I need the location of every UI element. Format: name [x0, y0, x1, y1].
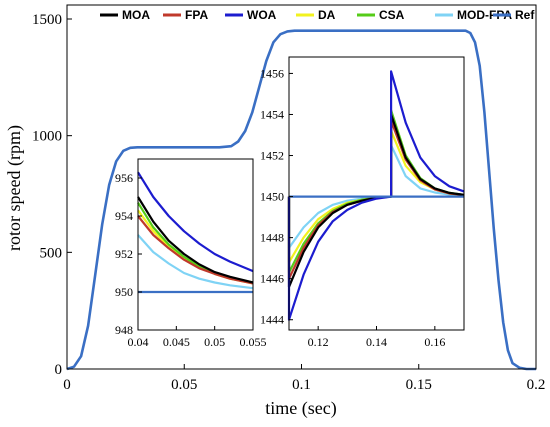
series-line-woa	[287, 70, 465, 321]
x-tick-label: 0.055	[240, 335, 267, 349]
y-tick-label: 1448	[260, 231, 284, 245]
inset-series-group	[287, 70, 465, 321]
y-tick-label: 956	[115, 171, 133, 185]
series-line-moa	[137, 196, 254, 284]
y-tick-label: 500	[40, 245, 63, 261]
legend-entry: WOA	[247, 8, 277, 22]
inset-frame	[288, 56, 465, 331]
x-tick-label: 0.15	[406, 377, 432, 393]
y-tick-label: 1446	[260, 272, 284, 286]
legend-entry: MOD-FPA	[457, 8, 512, 22]
inset-axes-2: 0.12 0.14 0.16 1444 1446 1448 1450 1452 1454 1456	[260, 66, 445, 349]
legend-entry: DA	[318, 8, 336, 22]
series-line-woa	[137, 171, 254, 273]
x-tick-label: 0.2	[527, 377, 546, 393]
y-tick-label: 1454	[260, 107, 284, 121]
y-tick-label: 1456	[260, 66, 284, 80]
x-tick-label: 0.05	[171, 377, 197, 393]
y-tick-label: 950	[115, 285, 133, 299]
x-tick-label: 0.16	[424, 335, 445, 349]
legend-entry: Ref	[515, 8, 535, 22]
y-tick-label: 1000	[32, 129, 62, 145]
y-tick-label: 0	[55, 362, 63, 378]
x-tick-label: 0.04	[128, 335, 149, 349]
y-axis-label: rotor speed (rpm)	[4, 125, 25, 251]
inset-series-group	[137, 171, 254, 294]
inset-background	[138, 159, 253, 330]
y-tick-label: 1444	[260, 313, 284, 327]
x-axis-label: time (sec)	[265, 398, 336, 419]
legend: MOA FPA WOA DA CSA MOD-FPA Ref	[100, 8, 535, 22]
x-tick-label: 0	[63, 377, 71, 393]
series-line-mod-fpa	[137, 234, 254, 290]
y-tick-label: 954	[115, 209, 133, 223]
y-tick-label: 1452	[260, 149, 284, 163]
series-line-fpa	[137, 215, 254, 285]
legend-entry: CSA	[379, 8, 405, 22]
y-tick-label: 1450	[260, 190, 284, 204]
x-tick-label: 0.12	[308, 335, 329, 349]
y-tick-label: 952	[115, 247, 133, 261]
x-tick-label: 0.1	[292, 377, 311, 393]
main-plot-frame	[66, 4, 537, 370]
main-axes: 0 0.05 0.1 0.15 0.2 0 500 1000 1500	[32, 12, 545, 393]
y-tick-label: 948	[115, 323, 133, 337]
inset-axes-1: 0.04 0.045 0.05 0.055 948 950 952 954 956	[115, 171, 267, 349]
series-line-ref	[66, 29, 536, 371]
legend-entry: FPA	[185, 8, 208, 22]
main-series-group	[66, 29, 536, 371]
y-tick-label: 1500	[32, 12, 62, 28]
inset-frame	[137, 158, 254, 331]
x-tick-label: 0.05	[204, 335, 225, 349]
legend-entry: MOA	[122, 8, 150, 22]
x-tick-label: 0.045	[163, 335, 190, 349]
x-tick-label: 0.14	[366, 335, 387, 349]
